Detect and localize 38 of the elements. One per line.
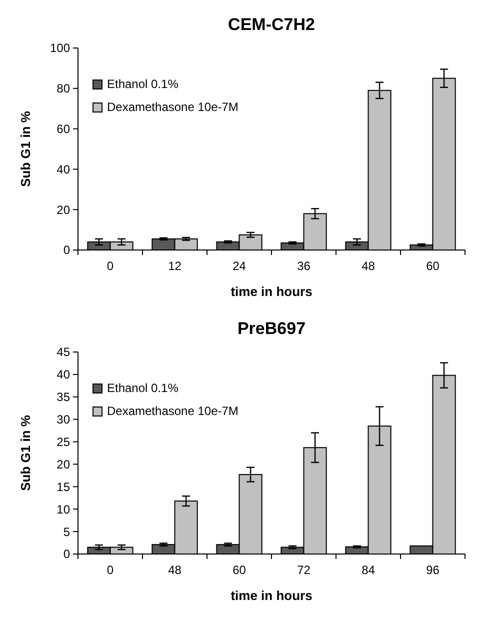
x-tick-label: 36 [297,259,311,273]
x-tick-label: 48 [362,259,376,273]
legend-label: Dexamethasone 10e-7M [107,404,238,418]
x-axis-title: time in hours [230,284,312,299]
x-tick-label: 0 [106,563,114,577]
legend-label: Dexamethasone 10e-7M [107,100,238,114]
x-tick-label: 72 [297,563,311,577]
y-tick-label: 45 [56,345,70,360]
y-tick-label: 40 [56,368,70,382]
y-tick-label: 30 [56,412,70,427]
x-tick-label: 60 [426,259,440,273]
y-tick-label: 10 [56,502,70,516]
legend-label: Ethanol 0.1% [107,381,179,395]
y-axis-title: Sub G1 in % [18,414,33,491]
y-tick-label: 40 [56,162,70,176]
y-tick-label: 20 [56,457,70,472]
y-tick-label: 25 [56,434,70,449]
y-tick-label: 100 [50,41,70,56]
chart-title: CEM-C7H2 [228,15,315,34]
y-axis-title: Sub G1 in % [18,110,33,187]
x-tick-label: 48 [168,563,182,577]
x-axis-title: time in hours [230,588,312,603]
y-tick-label: 60 [56,122,70,136]
x-tick-label: 96 [426,563,440,577]
y-tick-label: 20 [56,202,70,217]
x-tick-label: 0 [106,259,114,273]
y-tick-label: 0 [63,243,70,258]
chart-title: PreB697 [237,319,306,338]
x-tick-label: 60 [232,563,246,577]
y-tick-label: 15 [56,480,70,494]
y-tick-label: 35 [56,390,70,404]
y-tick-label: 0 [63,547,70,562]
legend-label: Ethanol 0.1% [107,77,179,91]
x-tick-label: 12 [168,259,182,273]
x-tick-label: 84 [362,563,376,577]
y-tick-label: 5 [63,524,70,539]
x-tick-label: 24 [232,259,246,273]
y-tick-label: 80 [56,82,70,96]
